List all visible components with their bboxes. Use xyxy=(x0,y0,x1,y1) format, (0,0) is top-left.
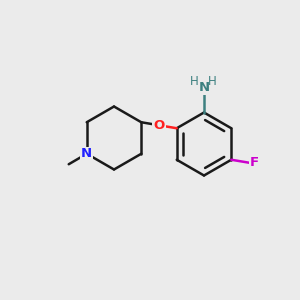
Text: N: N xyxy=(81,147,92,160)
Text: N: N xyxy=(198,81,210,94)
Text: H: H xyxy=(208,75,217,88)
Text: F: F xyxy=(250,156,259,169)
Text: H: H xyxy=(190,75,199,88)
Text: O: O xyxy=(153,119,165,132)
